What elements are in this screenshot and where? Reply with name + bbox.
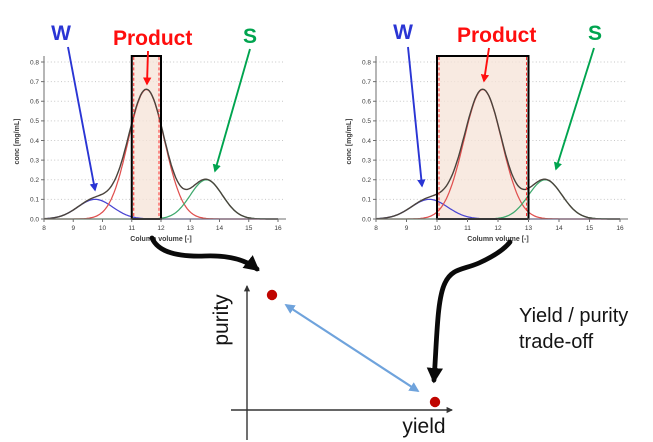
x-tick-label: 13 bbox=[187, 225, 195, 232]
y-tick-label: 0.4 bbox=[30, 138, 39, 145]
w-pointer-arrow-right bbox=[407, 46, 426, 188]
y-tick-label: 0.6 bbox=[30, 99, 39, 106]
x-tick-label: 16 bbox=[274, 225, 282, 232]
y-tick-label: 0.8 bbox=[362, 59, 371, 66]
y-tick-label: 0.3 bbox=[30, 157, 39, 164]
x-tick-label: 14 bbox=[216, 225, 224, 232]
purity-axis-label: purity bbox=[210, 294, 233, 346]
peak-label-product-left: Product bbox=[113, 27, 192, 50]
x-tick-label: 12 bbox=[494, 225, 502, 232]
peak-label-w-left: W bbox=[51, 22, 71, 45]
yield-axis-label: yield bbox=[402, 415, 445, 438]
s-pointer-arrow-left bbox=[212, 48, 251, 173]
x-tick-label: 15 bbox=[586, 225, 594, 232]
product-pointer-arrow-right bbox=[480, 47, 490, 83]
x-tick-label: 10 bbox=[433, 225, 441, 232]
y-tick-label: 0.1 bbox=[30, 197, 39, 204]
x-tick-label: 14 bbox=[555, 225, 563, 232]
y-tick-label: 0.2 bbox=[362, 177, 371, 184]
y-axis-title: conc [mg/mL] bbox=[346, 119, 353, 165]
y-tick-label: 0.5 bbox=[30, 118, 39, 125]
x-tick-label: 16 bbox=[616, 225, 624, 232]
x-axis-title: Column volume [-] bbox=[130, 236, 191, 243]
high-purity-point bbox=[266, 289, 278, 301]
chromatogram-narrow-cut: 8 9 10 11 12 13 14 15 16 0.0 0.1 0.2 0.3 0.4 0.5 0.6 0.7… bbox=[14, 55, 286, 243]
y-tick-label: 0.8 bbox=[30, 59, 39, 66]
wide-cut-to-point-arrow bbox=[426, 239, 513, 384]
high-yield-point bbox=[429, 396, 441, 408]
narrow-cut-to-point-arrow bbox=[149, 235, 260, 272]
peak-label-s-left: S bbox=[243, 25, 257, 48]
y-tick-label: 0.3 bbox=[362, 157, 371, 164]
x-tick-label: 15 bbox=[245, 225, 253, 232]
y-tick-label: 0.0 bbox=[362, 216, 371, 223]
x-tick-label: 13 bbox=[525, 225, 533, 232]
x-tick-label: 9 bbox=[71, 225, 75, 232]
product-pointer-arrow-left bbox=[143, 50, 152, 86]
y-tick-label: 0.7 bbox=[362, 79, 371, 86]
y-tick-label: 0.4 bbox=[362, 138, 371, 145]
curve-total bbox=[375, 88, 620, 220]
peak-label-w-right: W bbox=[393, 21, 413, 44]
y-tick-label: 0.0 bbox=[30, 216, 39, 223]
y-axis-title: conc [mg/mL] bbox=[14, 119, 21, 165]
tradeoff-caption-line2: trade-off bbox=[519, 331, 594, 353]
y-tick-label: 0.5 bbox=[362, 118, 371, 125]
y-tick-label: 0.7 bbox=[30, 79, 39, 86]
y-tick-label: 0.2 bbox=[30, 177, 39, 184]
tradeoff-sketch: purity yield bbox=[210, 285, 453, 440]
peak-label-product-right: Product bbox=[457, 24, 536, 47]
y-tick-label: 0.6 bbox=[362, 99, 371, 106]
s-pointer-arrow-right bbox=[553, 47, 595, 171]
x-tick-label: 12 bbox=[157, 225, 165, 232]
x-tick-label: 9 bbox=[405, 225, 409, 232]
tradeoff-caption-line1: Yield / purity bbox=[519, 305, 628, 327]
x-tick-label: 11 bbox=[128, 225, 135, 232]
cut-window-fill bbox=[437, 57, 529, 219]
x-tick-label: 10 bbox=[99, 225, 107, 232]
chromatogram-wide-cut: 8 9 10 11 12 13 14 15 16 0.0 0.1 0.2 0.3 0.4 0.5 0.6 0.7… bbox=[346, 55, 628, 243]
w-pointer-arrow-left bbox=[67, 46, 98, 192]
x-tick-label: 8 bbox=[374, 225, 378, 232]
x-axis-title: Column volume [-] bbox=[467, 236, 528, 243]
y-tick-label: 0.1 bbox=[362, 197, 371, 204]
x-tick-label: 11 bbox=[464, 225, 471, 232]
peak-label-s-right: S bbox=[588, 22, 602, 45]
x-tick-label: 8 bbox=[42, 225, 46, 232]
tradeoff-double-arrow bbox=[284, 304, 420, 392]
